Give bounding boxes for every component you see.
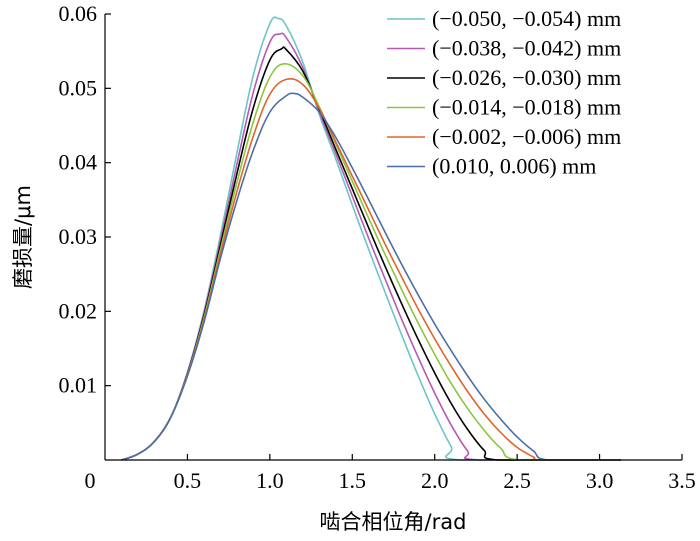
legend-item: (−0.014, −0.018) mm: [387, 95, 621, 120]
y-tick-label: 0.05: [59, 75, 98, 100]
series-line-6: [121, 92, 621, 461]
x-tick-label: 2.5: [503, 468, 531, 493]
legend-label: (−0.014, −0.018) mm: [432, 95, 621, 120]
x-tick-label: 3.0: [586, 468, 614, 493]
y-tick-label: 0.04: [59, 150, 98, 175]
x-tick-label: 0.5: [174, 468, 202, 493]
x-tick-label: 0: [85, 468, 96, 493]
y-tick-label: 0.01: [59, 373, 98, 398]
y-tick-label: 0.02: [59, 298, 98, 323]
y-tick-label: 0.03: [59, 224, 98, 249]
x-tick-label: 1.0: [256, 468, 284, 493]
legend-item: (0.010, 0.006) mm: [387, 154, 596, 179]
legend-item: (−0.002, −0.006) mm: [387, 124, 621, 149]
x-tick-label: 1.5: [339, 468, 367, 493]
x-tick-label: 3.5: [668, 468, 696, 493]
series-layer: [121, 16, 621, 461]
legend: (−0.050, −0.054) mm (−0.038, −0.042) mm (−…: [387, 6, 621, 179]
x-axis-title: 啮合相位角/rad: [320, 510, 467, 534]
legend-item: (−0.050, −0.054) mm: [387, 6, 621, 31]
legend-label: (−0.038, −0.042) mm: [432, 36, 621, 61]
y-axis-title: 磨损量/μm: [11, 185, 35, 289]
legend-label: (−0.026, −0.030) mm: [432, 65, 621, 90]
legend-item: (−0.038, −0.042) mm: [387, 36, 621, 61]
legend-item: (−0.026, −0.030) mm: [387, 65, 621, 90]
legend-label: (−0.050, −0.054) mm: [432, 6, 621, 31]
y-tick-label: 0.06: [59, 1, 98, 26]
x-tick-label: 2.0: [421, 468, 449, 493]
legend-label: (−0.002, −0.006) mm: [432, 124, 621, 149]
legend-label: (0.010, 0.006) mm: [432, 154, 596, 179]
ticks-layer: 0 0.5 1.0 1.5 2.0 2.5 3.0 3.5 0.01 0.02 0.03 0.04 0.…: [59, 1, 696, 493]
